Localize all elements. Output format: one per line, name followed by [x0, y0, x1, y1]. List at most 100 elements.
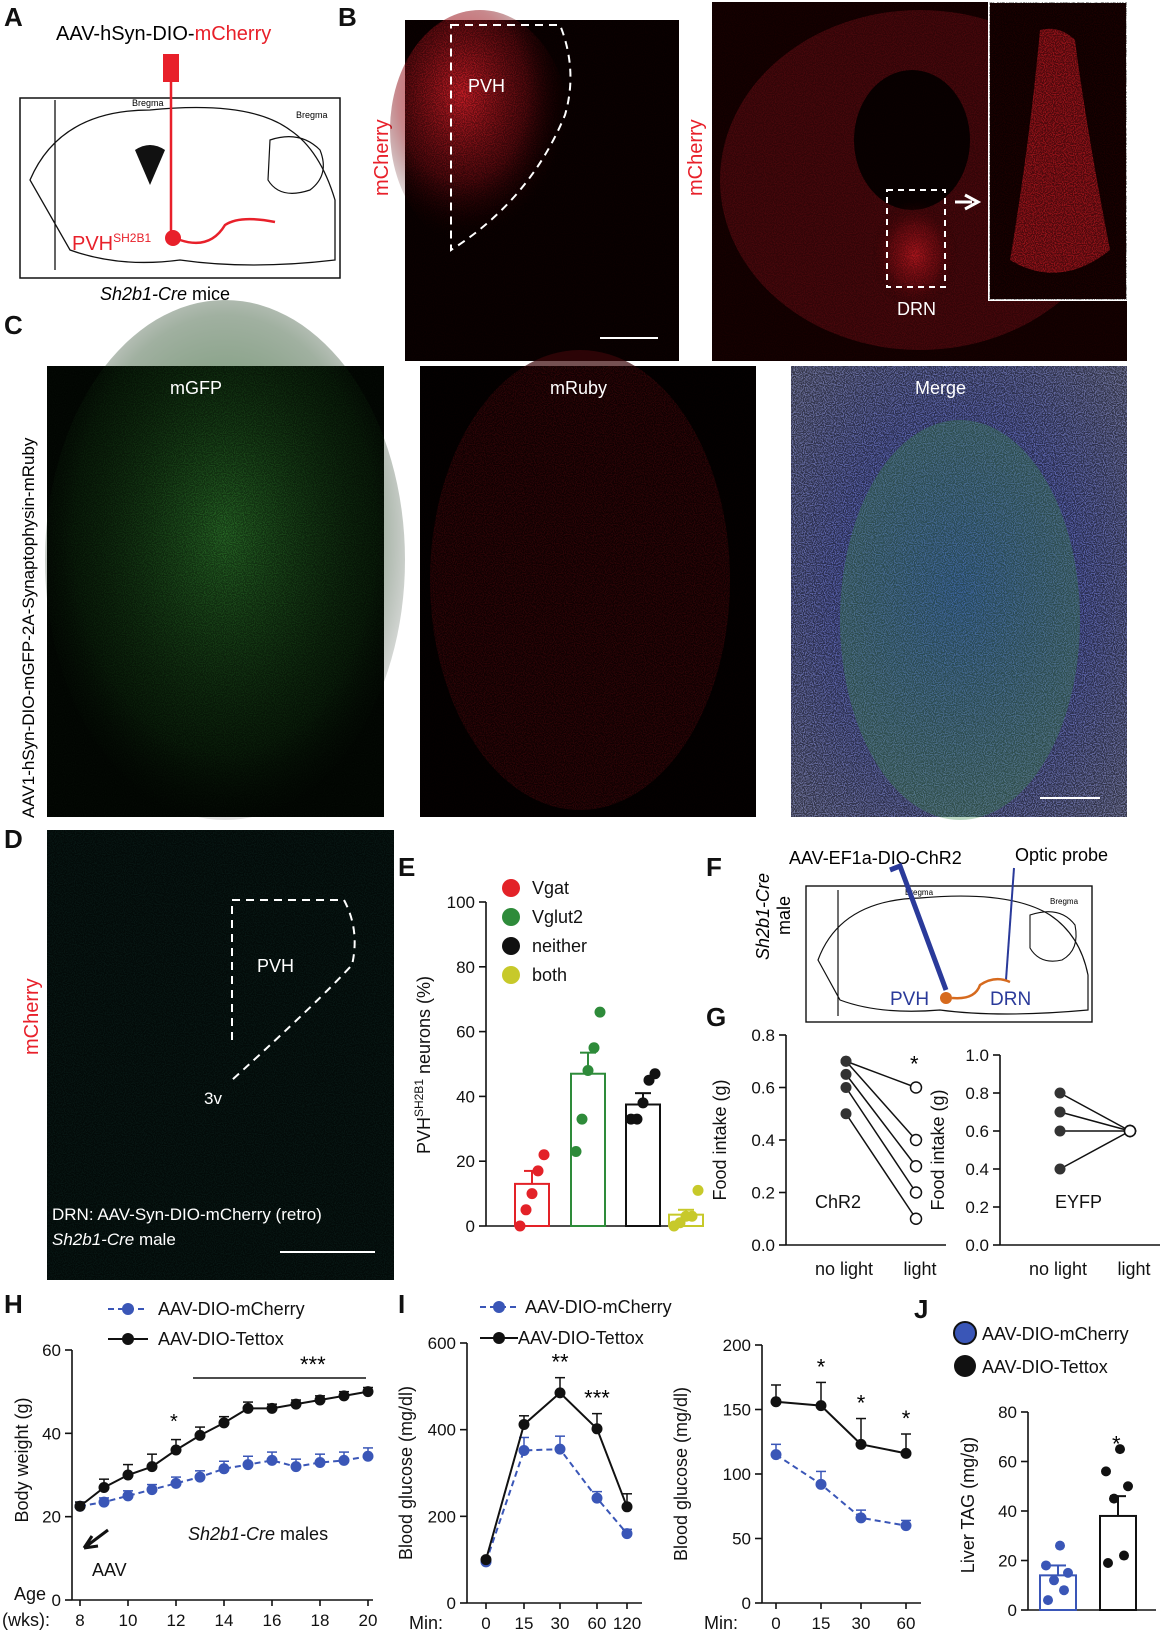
h-point-1-8	[266, 1402, 278, 1414]
g1-pre-point-1	[840, 1055, 852, 1067]
e-point-2-2	[637, 1097, 649, 1109]
g2-ytick-label-3: 0.6	[965, 1122, 989, 1141]
g1-pair-line-3	[845, 1087, 917, 1193]
side-label-f-2: male	[774, 896, 794, 935]
h-point-1-2	[122, 1469, 134, 1481]
chart-g2: 0.0 0.2 0.4 0.6 0.8 1.0 Food intake (g) no ligh…	[928, 1046, 1160, 1279]
i2-xtick-label-1: 15	[812, 1614, 831, 1633]
virus-label-a-text: AAV-hSyn-DIO-	[56, 23, 195, 45]
g2-ytick-label-2: 0.4	[965, 1160, 989, 1179]
panel-label-a: A	[4, 2, 23, 32]
i1-star-0: **	[551, 1350, 569, 1375]
virus-label-f: AAV-EF1a-DIO-ChR2	[789, 848, 962, 868]
h-point-1-12	[362, 1386, 374, 1398]
pvh-site-f	[940, 992, 952, 1004]
e-point-2-1	[631, 1113, 643, 1125]
i2-xprefix: Min:	[704, 1613, 738, 1633]
drn-label-b: DRN	[897, 299, 936, 319]
injection-pipette-f	[889, 862, 949, 991]
i-legend-0: AAV-DIO-mCherry	[525, 1297, 672, 1317]
i2-ytick-label-1: 50	[732, 1530, 751, 1549]
h-y-label: Body weight (g)	[12, 1397, 32, 1522]
side-label-c: AAV1-hSyn-DIO-mGFP-2A-Synaptophysin-mRub…	[19, 437, 38, 818]
h-point-1-4	[170, 1444, 182, 1456]
h-ytick-label-1: 20	[42, 1508, 61, 1527]
panel-label-c: C	[4, 310, 23, 340]
j-ytick-label-1: 20	[998, 1552, 1017, 1571]
i1-xtick-label-4: 120	[613, 1614, 641, 1633]
caption-d-1: DRN: AAV-Syn-DIO-mCherry (retro)	[52, 1205, 322, 1224]
chart-i2: 0 50 100 150 200 0 15 30 60 Min: Blood glucose (mg…	[671, 1336, 921, 1633]
i2-series-line-0	[775, 1453, 907, 1527]
bregma-label-a1: Bregma	[132, 98, 164, 108]
g2-pre-point-2	[1054, 1125, 1066, 1137]
h-point-0-12	[362, 1450, 374, 1462]
g2-y-label: Food intake (g)	[928, 1089, 948, 1210]
e-legend-1: Vglut2	[532, 907, 583, 927]
i2-xtick-label-2: 30	[852, 1614, 871, 1633]
g2-group-label: EYFP	[1055, 1192, 1102, 1212]
j-legend-1: AAV-DIO-Tettox	[982, 1357, 1108, 1377]
bregma-label-a2: Bregma	[296, 110, 328, 120]
h-series-line-1	[79, 1390, 369, 1508]
img-label-mruby-c: mRuby	[550, 378, 607, 398]
j-legend-0: AAV-DIO-mCherry	[982, 1324, 1129, 1344]
e-legend-dot-1	[502, 908, 520, 926]
g2-x-cat-1: light	[1117, 1259, 1150, 1279]
g1-pre-point-3	[840, 1082, 852, 1093]
g1-post-point-2	[909, 1160, 923, 1173]
i-legend-dot-1	[493, 1332, 505, 1344]
h-point-1-11	[338, 1390, 350, 1402]
h-xprefix2: (wks):	[2, 1610, 50, 1630]
i2-y-label: Blood glucose (mg/dl)	[671, 1387, 691, 1561]
h-point-1-10	[314, 1394, 326, 1406]
merge-noise-c	[791, 366, 1127, 817]
img-label-merge-c: Merge	[915, 378, 966, 398]
i1-xtick-label-0: 0	[481, 1614, 490, 1633]
g1-pair-line-1	[845, 1060, 917, 1141]
h-note: Sh2b1-Cre males	[188, 1524, 328, 1544]
i2-ytick-label-3: 150	[723, 1401, 751, 1420]
h-point-0-3	[146, 1484, 158, 1496]
g2-post-point-3	[1123, 1124, 1137, 1138]
panel-label-i: I	[398, 1289, 405, 1319]
e-point-1-2	[582, 1064, 594, 1076]
i2-point-0-1	[815, 1478, 827, 1490]
bregma-label-f2: Bregma	[1050, 897, 1079, 906]
g2-ytick-label-4: 0.8	[965, 1084, 989, 1103]
micrograph-noise-b	[405, 20, 679, 361]
h-point-0-9	[290, 1461, 302, 1473]
g1-post-point-0	[909, 1081, 923, 1094]
e-point-0-3	[532, 1165, 544, 1177]
g1-post-point-4	[909, 1212, 923, 1225]
g2-pair-line-1	[1059, 1111, 1131, 1132]
j-ytick-label-0: 0	[1008, 1601, 1017, 1620]
merge-green-c	[840, 420, 1080, 820]
panel-f: F AAV-EF1a-DIO-ChR2 Optic probe Sh2b1-Cr…	[706, 845, 1108, 1023]
e-legend-dot-2	[502, 937, 520, 955]
chart-g1: 0.0 0.2 0.4 0.6 0.8 Food intake (g) no light li…	[706, 1002, 946, 1279]
g2-pre-point-1	[1054, 1106, 1066, 1118]
i1-point-0-1	[518, 1444, 530, 1456]
h-point-0-6	[218, 1463, 230, 1475]
h-point-0-8	[266, 1454, 278, 1466]
j-ytick-label-3: 60	[998, 1453, 1017, 1472]
h-point-0-10	[314, 1457, 326, 1468]
g1-pre-point-2	[840, 1068, 852, 1080]
brain-outline-f	[817, 890, 1089, 1016]
i1-xtick-label-1: 15	[515, 1614, 534, 1633]
h-point-1-9	[290, 1398, 302, 1410]
panel-label-d: D	[4, 824, 23, 854]
mice-label-a: Sh2b1-Cre mice	[100, 284, 230, 304]
e-ytick-label-1: 20	[456, 1152, 475, 1171]
panel-label-f: F	[706, 852, 722, 882]
g1-pair-line-2	[845, 1073, 917, 1167]
i1-ytick-label-1: 200	[428, 1507, 456, 1526]
h-xtick-label-2: 12	[167, 1611, 186, 1630]
j-ytick-label-2: 40	[998, 1502, 1017, 1521]
e-ytick-label-4: 80	[456, 958, 475, 977]
g1-star: *	[910, 1052, 919, 1077]
g1-x-cat-1: light	[903, 1259, 936, 1279]
projection-line-a	[179, 217, 276, 245]
